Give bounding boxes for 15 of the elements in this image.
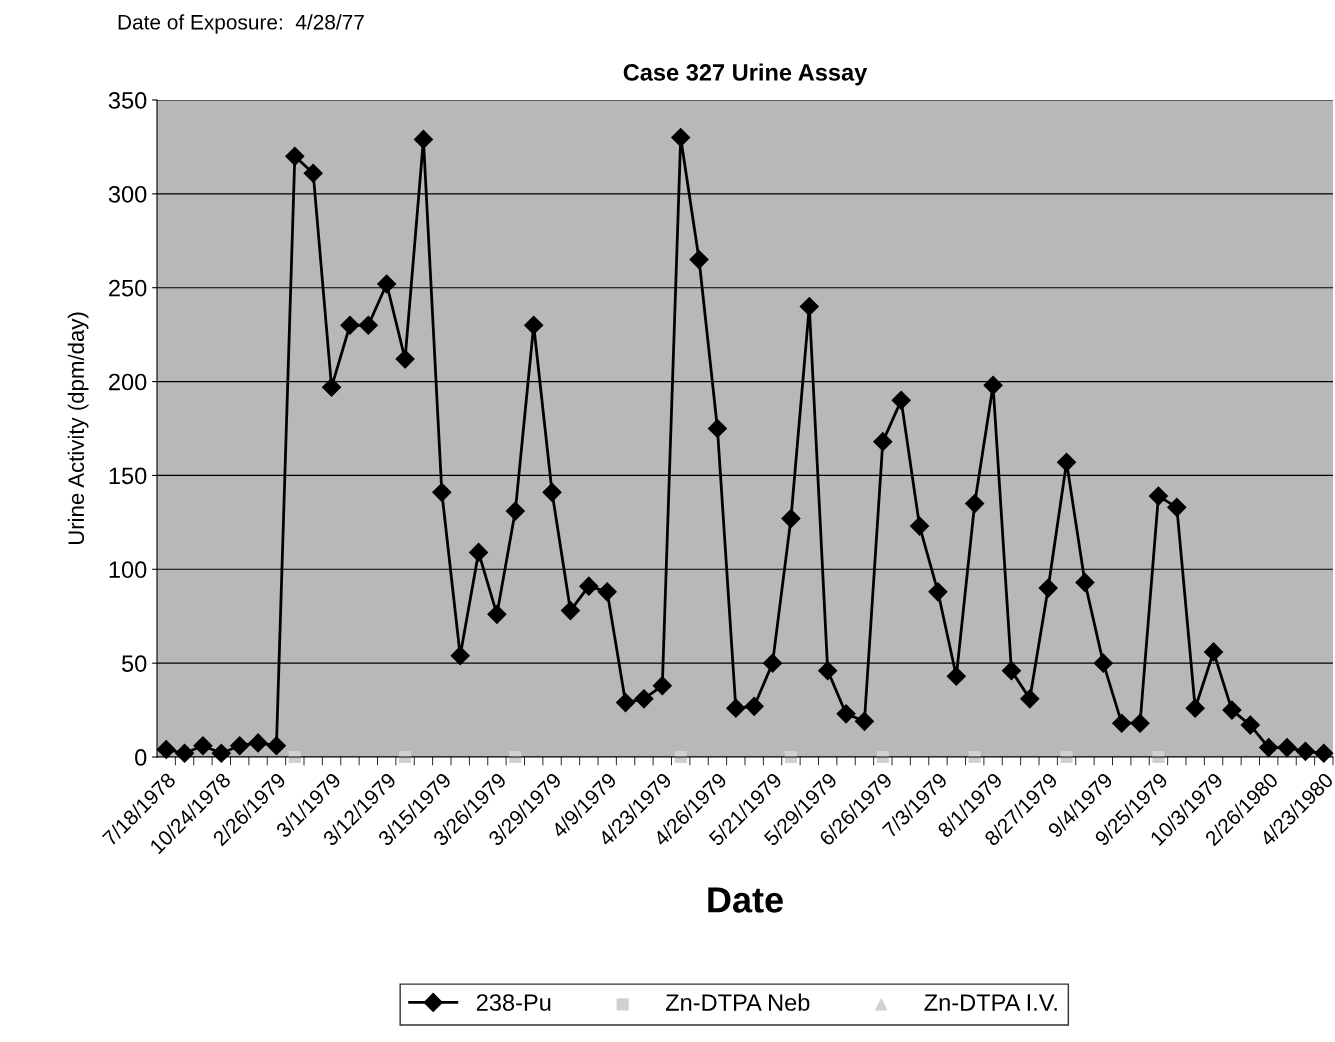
legend-label: Zn-DTPA I.V. <box>924 994 1057 1011</box>
legend-label: 238-Pu <box>476 994 551 1011</box>
y-tick-label: 350 <box>108 92 147 109</box>
x-axis-title: Date <box>708 887 783 913</box>
y-tick-label: 150 <box>109 467 147 485</box>
legend-label: Zn-DTPA Neb <box>665 993 810 1011</box>
chart-title: Case 327 Urine Assay <box>623 63 868 86</box>
y-tick-label: 0 <box>135 749 147 766</box>
y-tick-label: 300 <box>108 185 147 203</box>
y-tick-label: 100 <box>109 561 147 579</box>
y-tick-label: 200 <box>109 373 147 391</box>
y-tick-label: 50 <box>121 655 147 672</box>
y-axis-title: Urine Activity (dpm/day) <box>67 312 89 545</box>
y-tick-label: 250 <box>109 279 147 297</box>
text: Date of Exposure: 4/28/77 <box>118 14 364 34</box>
